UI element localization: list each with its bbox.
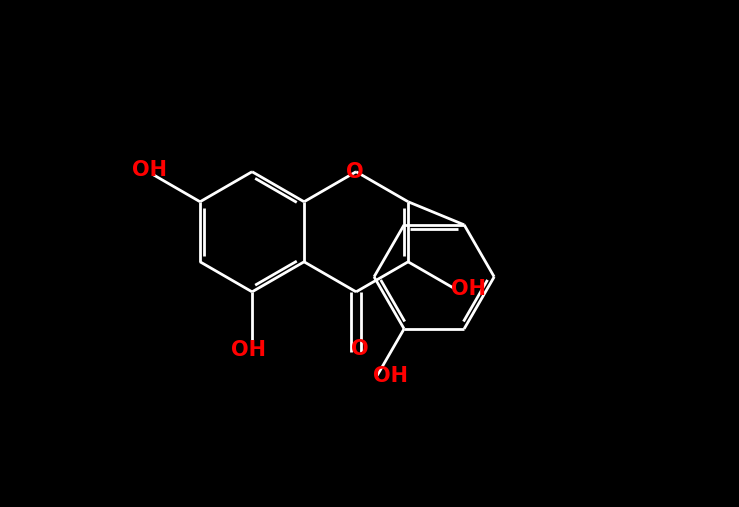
Text: O: O (351, 339, 369, 359)
Text: OH: OH (373, 366, 409, 385)
Text: O: O (346, 162, 364, 182)
Text: OH: OH (231, 340, 266, 360)
Text: OH: OH (132, 160, 167, 180)
Text: OH: OH (451, 279, 486, 299)
